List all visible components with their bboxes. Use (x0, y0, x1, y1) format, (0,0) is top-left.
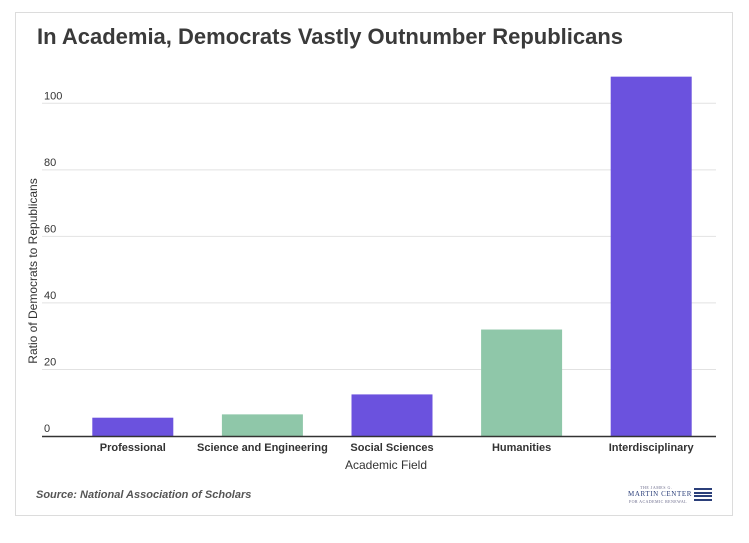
y-tick-label: 20 (44, 356, 56, 368)
x-tick-label: Science and Engineering (197, 442, 328, 454)
y-tick-label: 60 (44, 223, 56, 235)
logo-line-2: MARTIN CENTER (628, 490, 692, 498)
y-tick-label: 0 (44, 423, 50, 435)
y-tick-label: 80 (44, 157, 56, 169)
x-tick-label: Interdisciplinary (609, 442, 695, 454)
bar-social-sciences (351, 394, 433, 436)
bar-science-and-engineering (221, 414, 303, 436)
bar-interdisciplinary (610, 76, 692, 437)
x-tick-label: Professional (100, 442, 166, 454)
martin-center-logo: THE JAMES G. MARTIN CENTER FOR ACADEMIC … (618, 485, 714, 507)
x-axis-label: Academic Field (345, 458, 427, 472)
y-axis-label: Ratio of Democrats to Republicans (26, 178, 40, 363)
chart-title: In Academia, Democrats Vastly Outnumber … (37, 24, 624, 49)
y-tick-label: 40 (44, 290, 56, 302)
bar-professional (92, 417, 174, 436)
x-tick-labels: Professional Science and Engineering Socia… (100, 442, 695, 454)
logo-line-3: FOR ACADEMIC RENEWAL (629, 499, 688, 504)
x-tick-label: Social Sciences (350, 442, 433, 454)
source-note: Source: National Association of Scholars (36, 489, 252, 501)
bars (92, 76, 692, 437)
gridlines (42, 102, 716, 370)
y-tick-label: 100 (44, 90, 62, 102)
bar-humanities (481, 329, 563, 436)
logo-stripes-icon (694, 488, 712, 504)
y-tick-labels: 0 20 40 60 80 100 (44, 90, 62, 435)
x-tick-label: Humanities (492, 442, 551, 454)
logo-line-1: THE JAMES G. (640, 485, 673, 490)
